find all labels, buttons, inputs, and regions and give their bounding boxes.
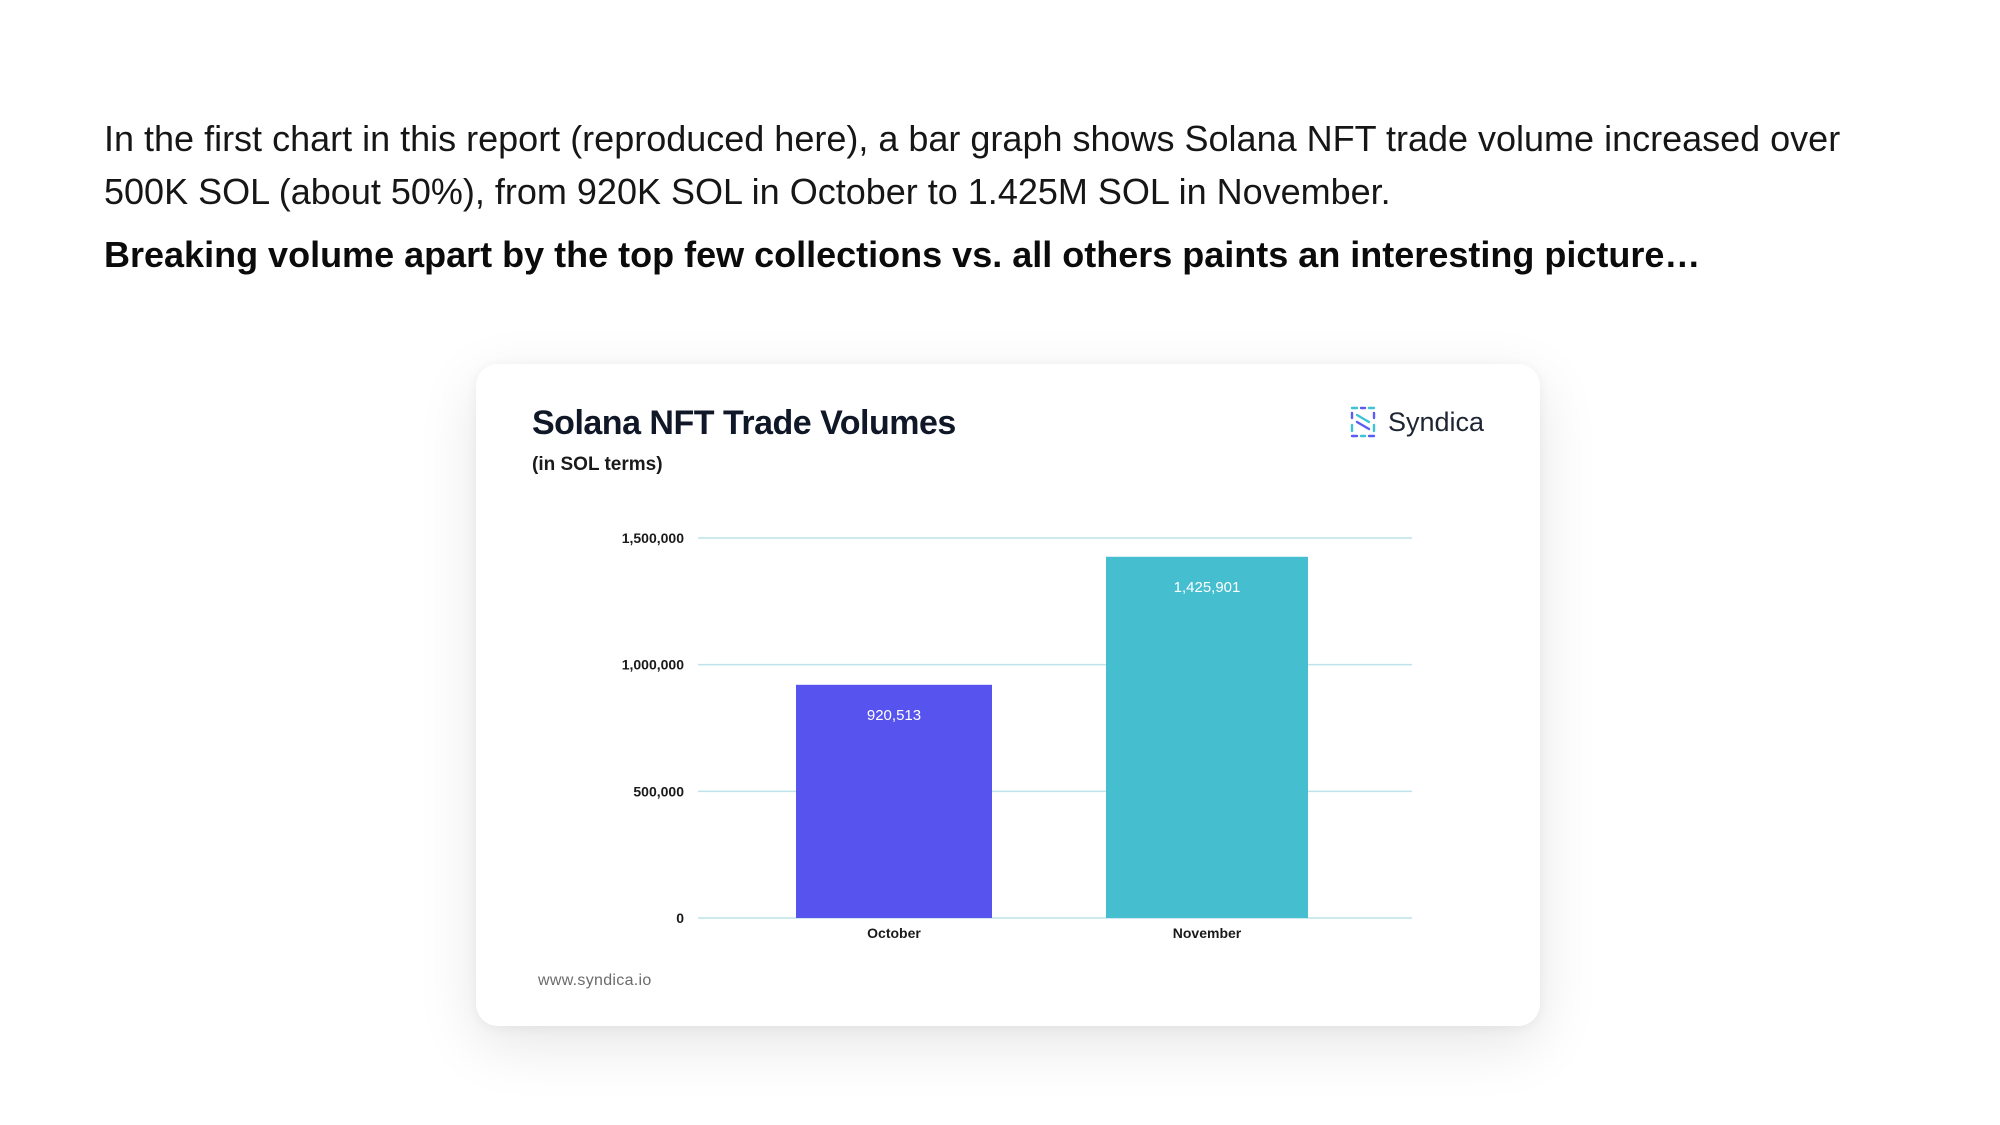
bar-chart: 0 500,000 1,000,000 1,500,000 920,513 October…	[622, 530, 1412, 941]
intro-paragraph: In the first chart in this report (repro…	[104, 118, 1841, 212]
website-link[interactable]: www.syndica.io	[538, 972, 652, 989]
article-body: In the first chart in this report (repro…	[104, 112, 1864, 278]
brand-logo: Syndica	[1348, 404, 1484, 440]
bar-value-label: 920,513	[867, 707, 921, 724]
y-tick-label: 1,500,000	[622, 530, 684, 546]
y-tick-label: 0	[676, 910, 684, 926]
y-tick-label: 500,000	[633, 783, 684, 799]
chart-subtitle: (in SOL terms)	[532, 454, 663, 475]
bar-november	[1106, 556, 1308, 918]
y-tick-label: 1,000,000	[622, 657, 684, 673]
lead-sentence: Breaking volume apart by the top few col…	[104, 234, 1701, 275]
x-tick-label: October	[867, 925, 921, 941]
bar-october	[796, 684, 992, 918]
brand-name: Syndica	[1387, 406, 1484, 437]
chart-title: Solana NFT Trade Volumes	[532, 404, 956, 442]
syndica-logo-icon	[1350, 406, 1376, 438]
bar-value-label: 1,425,901	[1174, 579, 1241, 596]
x-tick-label: November	[1173, 925, 1242, 941]
chart-card: 0 500,000 1,000,000 1,500,000 920,513 October…	[476, 364, 1540, 1026]
